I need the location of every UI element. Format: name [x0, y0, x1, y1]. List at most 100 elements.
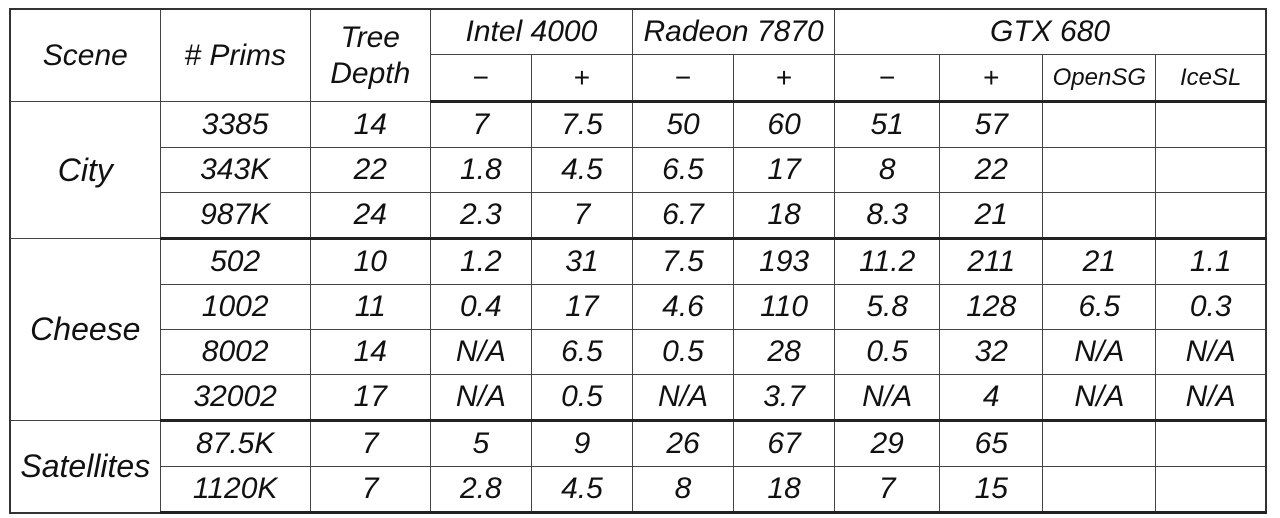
gtx-minus-cell: 5.8: [834, 284, 941, 330]
icesl-cell: [1155, 147, 1267, 193]
intel-plus-cell: 9: [530, 420, 633, 467]
intel-minus-cell: N/A: [429, 374, 532, 422]
table-header: Scene # Prims Tree Depth Intel 4000 Rade…: [9, 8, 1267, 103]
opensg-cell: [1042, 420, 1157, 467]
performance-table: Scene # Prims Tree Depth Intel 4000 Rade…: [9, 8, 1267, 514]
radeon-plus-cell: 17: [733, 147, 836, 193]
intel-minus-cell: 0.4: [429, 284, 532, 330]
tree-depth-header-line2: Depth: [330, 56, 411, 90]
icesl-cell: 0.3: [1155, 284, 1267, 330]
radeon-minus-cell: 6.5: [631, 147, 735, 193]
gtx-plus-cell: 57: [939, 101, 1044, 148]
intel-minus-cell: 2.3: [429, 192, 532, 240]
opensg-cell: N/A: [1042, 329, 1157, 375]
gtx-plus-cell: 32: [939, 329, 1044, 375]
gtx-plus-cell: 22: [939, 147, 1044, 193]
prims-cell: 1120K: [159, 466, 311, 514]
header-row-2: − + − + − + OpenSG IceSL: [10, 54, 1267, 103]
prims-cell: 502: [159, 238, 311, 285]
radeon-7870-header: Radeon 7870: [631, 8, 836, 55]
gtx-plus-cell: 4: [939, 374, 1044, 422]
intel-plus-cell: 7.5: [530, 101, 633, 148]
radeon-minus-cell: 0.5: [631, 329, 735, 375]
icesl-cell: 1.1: [1155, 238, 1267, 285]
table-row: 1002 11 0.4 17 4.6 110 5.8 128 6.5 0.3: [10, 284, 1267, 330]
icesl-cell: [1155, 420, 1267, 467]
scene-name-cell: Cheese: [9, 238, 161, 421]
tree-depth-cell: 14: [309, 329, 431, 375]
gtx-plus-header: +: [939, 54, 1044, 103]
prims-cell: 343K: [159, 147, 311, 193]
gtx-plus-cell: 211: [939, 238, 1044, 285]
table-row: 32002 17 N/A 0.5 N/A 3.7 N/A 4 N/A N/A: [10, 374, 1267, 422]
intel-minus-cell: 1.8: [429, 147, 532, 193]
radeon-plus-cell: 193: [733, 238, 836, 285]
gtx-minus-cell: 0.5: [834, 329, 941, 375]
gtx-680-header: GTX 680: [834, 8, 1267, 55]
tree-depth-column-header: Tree Depth: [309, 8, 431, 102]
tree-depth-cell: 17: [309, 374, 431, 422]
prims-cell: 8002: [159, 329, 311, 375]
radeon-minus-cell: N/A: [631, 374, 735, 422]
intel-plus-cell: 4.5: [530, 466, 633, 514]
intel-plus-cell: 4.5: [530, 147, 633, 193]
gtx-minus-cell: 7: [834, 466, 941, 514]
radeon-plus-cell: 18: [733, 466, 836, 514]
radeon-plus-cell: 28: [733, 329, 836, 375]
radeon-minus-cell: 8: [631, 466, 735, 514]
tree-depth-cell: 7: [309, 420, 431, 467]
prims-cell: 3385: [159, 101, 311, 148]
gtx-minus-cell: 8.3: [834, 192, 941, 240]
scene-name-cell: City: [9, 101, 161, 239]
gtx-minus-header: −: [834, 54, 941, 103]
intel-plus-cell: 31: [530, 238, 633, 285]
radeon-minus-cell: 7.5: [631, 238, 735, 285]
intel-plus-cell: 7: [530, 192, 633, 240]
icesl-header: IceSL: [1155, 54, 1267, 103]
table-row: 343K 22 1.8 4.5 6.5 17 8 22: [10, 147, 1267, 193]
intel-plus-cell: 6.5: [530, 329, 633, 375]
radeon-minus-header: −: [631, 54, 735, 103]
intel-minus-cell: 5: [429, 420, 532, 467]
radeon-plus-cell: 18: [733, 192, 836, 240]
radeon-plus-header: +: [733, 54, 836, 103]
tree-depth-cell: 22: [309, 147, 431, 193]
prims-cell: 987K: [159, 192, 311, 240]
gtx-plus-cell: 65: [939, 420, 1044, 467]
prims-column-header: # Prims: [159, 8, 311, 102]
tree-depth-cell: 10: [309, 238, 431, 285]
intel-minus-cell: 2.8: [429, 466, 532, 514]
radeon-plus-cell: 3.7: [733, 374, 836, 422]
gtx-plus-cell: 21: [939, 192, 1044, 240]
intel-minus-header: −: [429, 54, 532, 103]
prims-cell: 32002: [159, 374, 311, 422]
radeon-plus-cell: 67: [733, 420, 836, 467]
intel-minus-cell: 7: [429, 101, 532, 148]
radeon-minus-cell: 6.7: [631, 192, 735, 240]
tree-depth-cell: 7: [309, 466, 431, 514]
gtx-minus-cell: 29: [834, 420, 941, 467]
radeon-plus-cell: 60: [733, 101, 836, 148]
opensg-cell: [1042, 147, 1157, 193]
tree-depth-header-line1: Tree: [340, 20, 400, 54]
icesl-cell: N/A: [1155, 374, 1267, 422]
radeon-minus-cell: 4.6: [631, 284, 735, 330]
intel-plus-cell: 17: [530, 284, 633, 330]
intel-plus-cell: 0.5: [530, 374, 633, 422]
table-row: City 3385 14 7 7.5 50 60 51 57: [9, 101, 1267, 239]
intel-4000-header: Intel 4000: [429, 8, 633, 55]
icesl-cell: [1155, 192, 1267, 240]
table-row: 8002 14 N/A 6.5 0.5 28 0.5 32 N/A N/A: [10, 329, 1267, 375]
icesl-cell: N/A: [1155, 329, 1267, 375]
gtx-minus-cell: 8: [834, 147, 941, 193]
opensg-cell: 6.5: [1042, 284, 1157, 330]
icesl-cell: [1155, 466, 1267, 514]
icesl-cell: [1155, 101, 1267, 148]
radeon-minus-cell: 50: [631, 101, 735, 148]
intel-minus-cell: 1.2: [429, 238, 532, 285]
scene-name-cell: Satellites: [9, 420, 161, 513]
opensg-cell: [1042, 101, 1157, 148]
tree-depth-cell: 24: [309, 192, 431, 240]
prims-cell: 1002: [159, 284, 311, 330]
opensg-cell: [1042, 192, 1157, 240]
